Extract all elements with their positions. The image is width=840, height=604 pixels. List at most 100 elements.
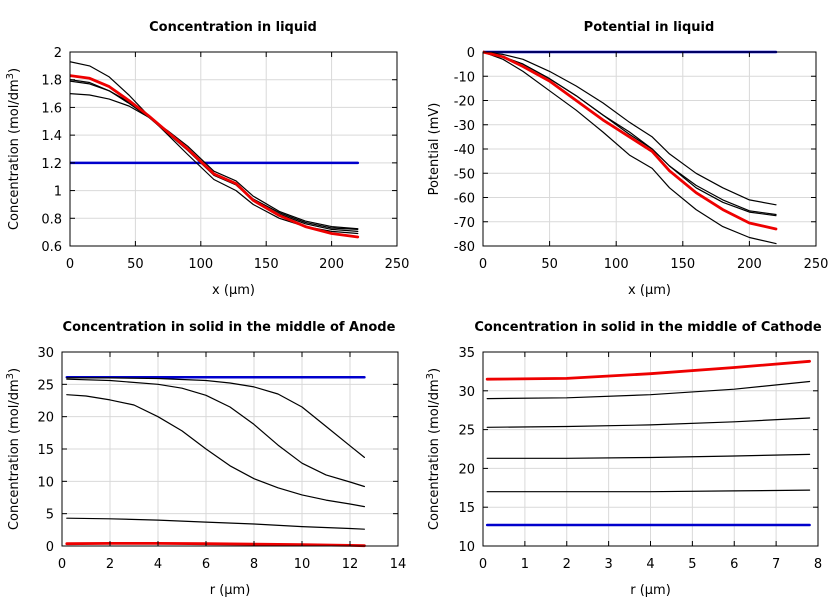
y-tick-label: -70 xyxy=(454,216,475,231)
series-line-curve-a xyxy=(70,61,359,235)
x-tick-label: 200 xyxy=(319,257,344,272)
y-tick-label: 1.2 xyxy=(41,157,62,172)
x-tick-label: 2 xyxy=(106,557,114,572)
x-tick-label: 50 xyxy=(127,257,144,272)
y-axis-label: Concentration (mol/dm3) xyxy=(5,68,22,230)
series-line-curve-a xyxy=(486,489,811,493)
y-axis-label-text: Concentration (mol/dm xyxy=(7,379,22,530)
series-line-curve-b xyxy=(66,378,365,488)
y-tick-label: -40 xyxy=(454,143,475,158)
y-tick-label: 5 xyxy=(46,508,54,523)
y-tick-label: 15 xyxy=(37,443,54,458)
y-tick-label: 1.8 xyxy=(41,74,62,89)
y-axis-label: Concentration (mol/dm3) xyxy=(425,368,442,530)
y-tick-label: 0.6 xyxy=(41,240,62,255)
x-tick-label: 14 xyxy=(390,557,407,572)
series-line-curve-d xyxy=(483,51,777,245)
x-axis-label: x (µm) xyxy=(628,283,671,298)
x-tick-label: 4 xyxy=(154,557,162,572)
y-tick-label: 25 xyxy=(37,378,54,393)
x-tick-label: 0 xyxy=(58,557,66,572)
chart-title: Potential in liquid xyxy=(584,20,715,35)
series-line-curve-b xyxy=(486,453,811,459)
y-tick-label: 1.4 xyxy=(41,129,62,144)
chart-panel-0: Concentration in liquid 0 50 100 150 200 250 0.… xyxy=(5,20,409,298)
x-tick-label: 100 xyxy=(604,257,629,272)
y-tick-label: 35 xyxy=(458,346,475,361)
y-tick-label: 10 xyxy=(37,475,54,490)
x-tick-label: 250 xyxy=(385,257,410,272)
y-tick-label: 0.8 xyxy=(41,212,62,227)
y-axis-label: Concentration (mol/dm3) xyxy=(5,368,22,530)
x-tick-label: 8 xyxy=(250,557,258,572)
series-line-curve-a xyxy=(66,377,365,458)
chart-title: Concentration in liquid xyxy=(149,20,317,35)
series-line-curve-b xyxy=(70,80,359,230)
x-tick-label: 3 xyxy=(604,557,612,572)
y-tick-label: 30 xyxy=(37,346,54,361)
y-tick-label: -10 xyxy=(454,70,475,85)
y-tick-label: 20 xyxy=(37,411,54,426)
y-axis-label-text: Potential (mV) xyxy=(427,103,442,196)
y-axis-label: Potential (mV) xyxy=(427,103,442,196)
series-line-final xyxy=(483,50,778,231)
x-axis-label: r (µm) xyxy=(210,583,251,598)
chart-title: Concentration in solid in the middle of … xyxy=(474,320,822,335)
x-axis-label: x (µm) xyxy=(212,283,255,298)
series-line-curve-c xyxy=(486,417,811,428)
x-tick-label: 1 xyxy=(521,557,529,572)
x-tick-label: 7 xyxy=(772,557,780,572)
y-tick-label: 10 xyxy=(458,540,475,555)
x-axis-label: r (µm) xyxy=(630,583,671,598)
chart-panel-1: Potential in liquid 0 50 100 150 200 250 -80 -70… xyxy=(427,20,828,298)
y-axis-label-end: ) xyxy=(7,368,22,373)
y-tick-label: -30 xyxy=(454,119,475,134)
y-tick-label: 2 xyxy=(54,46,62,61)
series-line-curve-d xyxy=(486,380,811,400)
series-line-curve-a xyxy=(483,51,777,206)
y-tick-label: -50 xyxy=(454,167,475,182)
y-axis-label-superscript: 3 xyxy=(5,73,16,79)
x-tick-label: 250 xyxy=(804,257,829,272)
x-tick-label: 0 xyxy=(66,257,74,272)
y-axis-label-end: ) xyxy=(427,368,442,373)
y-axis-label-superscript: 3 xyxy=(5,373,16,379)
y-axis-label-text: Concentration (mol/dm xyxy=(427,379,442,530)
series-line-curve-d xyxy=(66,517,365,530)
x-tick-label: 0 xyxy=(479,257,487,272)
y-tick-label: -60 xyxy=(454,192,475,207)
x-tick-label: 4 xyxy=(646,557,654,572)
x-tick-label: 2 xyxy=(563,557,571,572)
x-tick-label: 150 xyxy=(254,257,279,272)
x-tick-label: 100 xyxy=(188,257,213,272)
y-axis-label-superscript: 3 xyxy=(425,373,436,379)
x-tick-label: 5 xyxy=(688,557,696,572)
y-tick-label: 30 xyxy=(458,385,475,400)
series-line-curve-c xyxy=(66,394,365,508)
y-tick-label: 1.6 xyxy=(41,101,62,116)
x-tick-label: 6 xyxy=(730,557,738,572)
y-tick-label: 25 xyxy=(458,424,475,439)
series-line-final xyxy=(65,542,366,548)
x-tick-label: 6 xyxy=(202,557,210,572)
chart-panel-2: Concentration in solid in the middle of … xyxy=(5,320,406,598)
y-tick-label: -20 xyxy=(454,95,475,110)
x-tick-label: 10 xyxy=(294,557,311,572)
y-tick-label: 0 xyxy=(46,540,54,555)
x-tick-label: 50 xyxy=(541,257,558,272)
x-tick-label: 150 xyxy=(670,257,695,272)
series-line-curve-c xyxy=(70,93,359,230)
x-tick-label: 8 xyxy=(814,557,822,572)
y-tick-label: 1 xyxy=(54,185,62,200)
x-tick-label: 200 xyxy=(737,257,762,272)
chart-panel-3: Concentration in solid in the middle of … xyxy=(425,320,822,598)
y-tick-label: 15 xyxy=(458,501,475,516)
x-tick-label: 0 xyxy=(479,557,487,572)
y-tick-label: -80 xyxy=(454,240,475,255)
series-line-curve-d xyxy=(70,79,359,232)
y-axis-label-end: ) xyxy=(7,68,22,73)
series-line-curve-c xyxy=(483,51,777,216)
plot-frame xyxy=(69,51,398,247)
series-line-final xyxy=(485,359,811,381)
